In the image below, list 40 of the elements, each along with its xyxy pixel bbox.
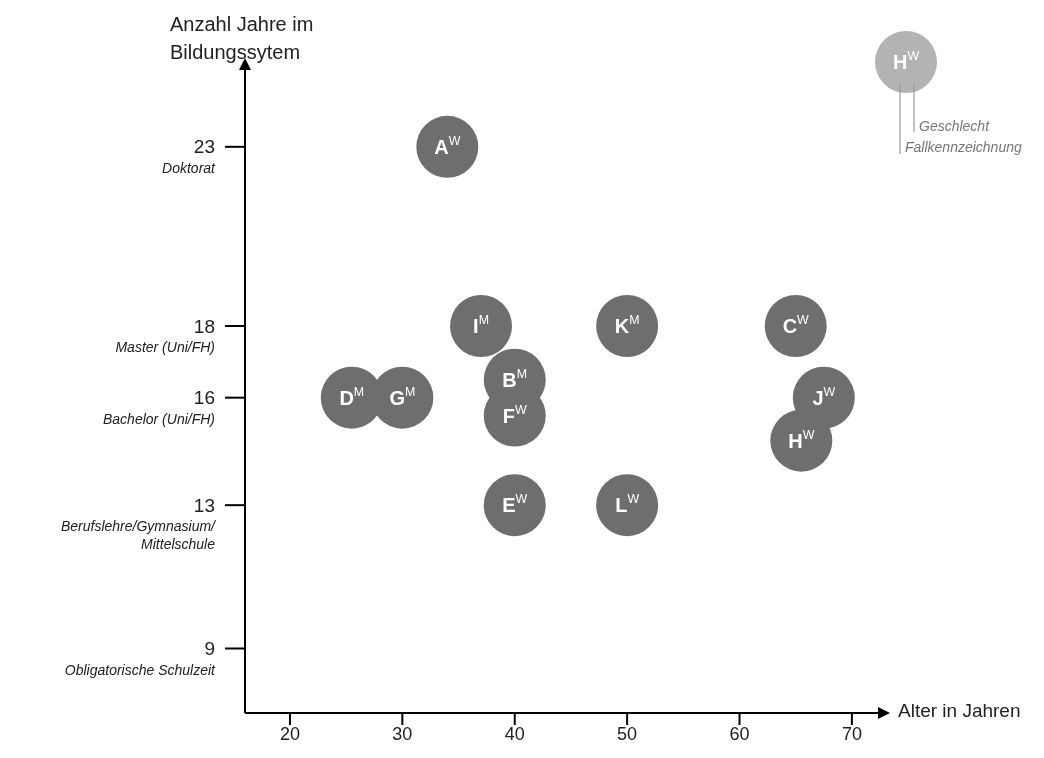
text: Geschlecht: [919, 118, 991, 134]
data-label: A$^{W}$: [434, 133, 461, 158]
point: [483, 474, 546, 537]
point: [450, 295, 513, 357]
x-axis-title: Alter in Jahren: [898, 700, 1021, 722]
y-tick-label: 18: [193, 315, 215, 337]
text: Master (Uni/FH): [115, 339, 215, 355]
data-label: K$^{M}$: [614, 313, 640, 337]
data-label: C$^{W}$: [782, 313, 810, 337]
data-label: I$^{M}$: [473, 313, 489, 337]
text: Fallkennzeichnung: [905, 139, 1022, 155]
y-tick-label: 13: [193, 494, 215, 516]
data-label: D$^{M}$: [339, 384, 365, 409]
y-axis-title: Anzahl Jahre im Bildungssytem: [170, 12, 315, 65]
x-tick-label: 60: [729, 723, 750, 744]
data-label: E$^{W}$: [502, 492, 528, 517]
data-label: F$^{W}$: [502, 402, 527, 427]
data-label: B$^{M}$: [502, 366, 528, 391]
point: [764, 295, 827, 357]
text: H$^{W}$: [892, 49, 920, 73]
x-tick-label: 40: [504, 723, 525, 744]
data-label: G$^{M}$: [389, 384, 416, 409]
point: [416, 115, 479, 178]
point: [596, 295, 659, 357]
text: Bachelor (Uni/FH): [102, 410, 215, 427]
point: [770, 409, 833, 472]
x-tick-label: 50: [617, 723, 638, 744]
data-label: L$^{W}$: [615, 492, 640, 517]
x-tick-label: 70: [841, 723, 862, 744]
data-label: J$^{W}$: [812, 384, 836, 409]
data-label: H$^{W}$: [788, 427, 815, 452]
x-tick-label: 30: [392, 723, 413, 744]
x-tick-label: 20: [279, 723, 300, 744]
point: [596, 474, 659, 537]
y-tick-label: 23: [193, 136, 215, 158]
text: Doktorat: [162, 159, 217, 176]
text: Berufslehre/Gymnasium/ Mittelschule: [60, 518, 218, 553]
text: Obligatorische Schulzeit: [64, 661, 217, 678]
y-tick-label: 16: [193, 387, 215, 409]
y-tick-label: 9: [204, 638, 215, 660]
